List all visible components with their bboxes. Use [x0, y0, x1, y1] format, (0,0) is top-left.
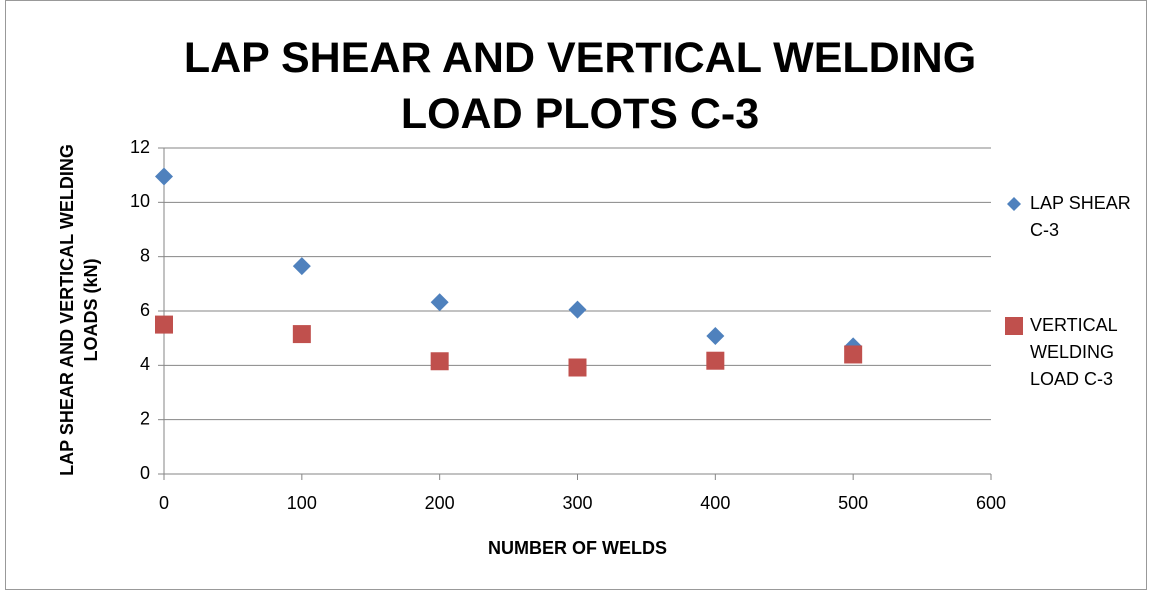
x-axis-label: NUMBER OF WELDS: [488, 538, 667, 558]
y-tick-label: 6: [140, 300, 150, 320]
x-tick-label: 600: [976, 493, 1006, 513]
chart-title: LAP SHEAR AND VERTICAL WELDING LOAD PLOT…: [183, 34, 977, 138]
legend-label: LAP SHEAR C-3: [1030, 193, 1131, 240]
x-tick-label: 300: [562, 493, 592, 513]
diamond-marker: [155, 167, 173, 186]
diamond-marker: [292, 257, 311, 276]
square-marker: [568, 358, 587, 377]
y-tick-label: 10: [130, 191, 150, 211]
x-tick-label: 100: [287, 493, 317, 513]
x-tick-label: 0: [159, 493, 169, 513]
y-tick-label: 2: [140, 408, 150, 428]
frame: [5, 0, 1147, 590]
diamond-marker: [568, 300, 587, 319]
x-tick-label: 200: [425, 493, 455, 513]
legend-label: VERTICAL WELDING LOAD C-3: [1030, 315, 1118, 389]
y-axis-label: LAP SHEAR AND VERTICAL WELDING LOADS (kN…: [57, 144, 101, 476]
legend-marker: [1005, 317, 1023, 335]
x-tick-label: 500: [838, 493, 868, 513]
square-marker: [292, 325, 311, 344]
y-tick-label: 12: [130, 137, 150, 157]
legend-marker: [1007, 197, 1021, 211]
square-marker: [430, 352, 449, 371]
y-tick-label: 8: [140, 245, 150, 265]
diamond-marker: [430, 293, 449, 312]
square-marker: [706, 351, 725, 370]
y-tick-label: 4: [140, 354, 150, 374]
y-tick-label: 0: [140, 463, 150, 483]
square-marker: [155, 315, 173, 334]
square-marker: [844, 345, 863, 364]
diamond-marker: [706, 326, 725, 345]
x-tick-label: 400: [700, 493, 730, 513]
